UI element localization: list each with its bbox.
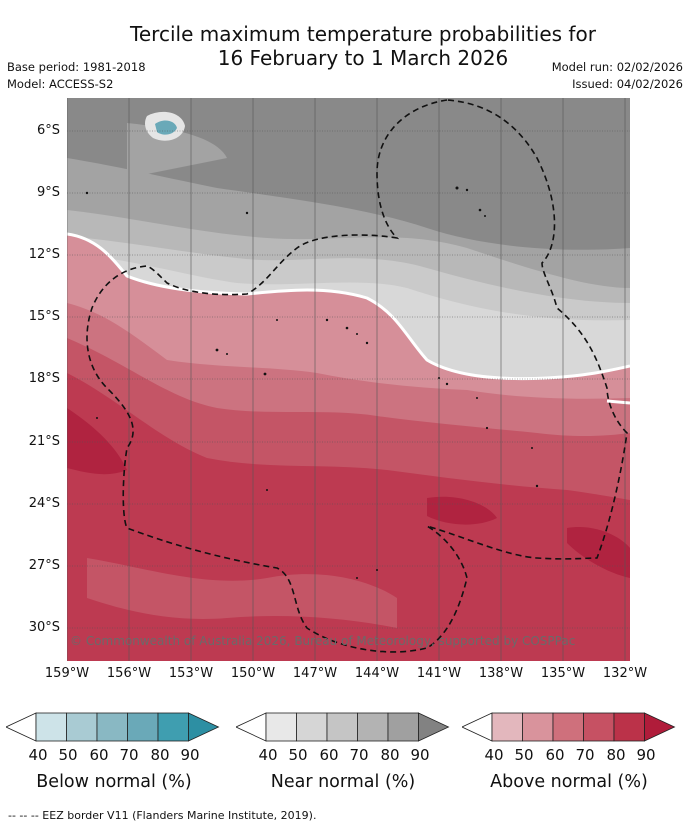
lon-label-144w: 144°W bbox=[354, 666, 400, 681]
lat-label-27s: 27°S bbox=[28, 558, 60, 573]
lon-label-153w: 153°W bbox=[168, 666, 214, 681]
legend-below-colorbar bbox=[6, 712, 220, 742]
tick: 80 bbox=[606, 746, 626, 764]
tick: 90 bbox=[180, 746, 200, 764]
lat-label-18s: 18°S bbox=[28, 371, 60, 386]
colorbar-segment bbox=[265, 712, 297, 742]
colorbar-segment bbox=[552, 712, 584, 742]
tick: 80 bbox=[150, 746, 170, 764]
tick: 50 bbox=[58, 746, 78, 764]
tick: 60 bbox=[89, 746, 109, 764]
base-period: Base period: 1981-2018 bbox=[7, 60, 146, 74]
tick: 40 bbox=[28, 746, 48, 764]
zone-above-80-90-east bbox=[567, 527, 630, 578]
tick: 90 bbox=[410, 746, 430, 764]
colorbar-segment bbox=[491, 712, 523, 742]
colorbar-segment bbox=[357, 712, 389, 742]
colorbar-extend-low bbox=[462, 712, 493, 742]
colorbar-segment bbox=[296, 712, 328, 742]
lat-label-24s: 24°S bbox=[28, 496, 60, 511]
model-name: Model: ACCESS-S2 bbox=[7, 77, 114, 91]
colorbar-extend-high bbox=[418, 712, 450, 742]
lat-label-15s: 15°S bbox=[28, 309, 60, 324]
lon-label-135w: 135°W bbox=[540, 666, 586, 681]
eez-footnote: -- -- -- EEZ border V11 (Flanders Marine… bbox=[8, 809, 317, 822]
model-run: Model run: 02/02/2026 bbox=[551, 60, 683, 74]
tick: 80 bbox=[380, 746, 400, 764]
zone-above-80-90-west bbox=[67, 408, 127, 475]
lat-label-9s: 9°S bbox=[36, 185, 60, 200]
boundary-fragment-east bbox=[606, 399, 630, 405]
lat-label-6s: 6°S bbox=[36, 123, 60, 138]
islands bbox=[85, 186, 539, 579]
issued-date: Issued: 04/02/2026 bbox=[572, 77, 683, 91]
zone-above-80-90-central bbox=[427, 496, 497, 525]
lat-label-30s: 30°S bbox=[28, 620, 60, 635]
tick: 40 bbox=[484, 746, 504, 764]
lon-label-159w: 159°W bbox=[44, 666, 90, 681]
colorbar-segment bbox=[96, 712, 128, 742]
colorbar-segment bbox=[127, 712, 159, 742]
tick: 50 bbox=[288, 746, 308, 764]
colorbar-extend-low bbox=[236, 712, 267, 742]
tick: 40 bbox=[258, 746, 278, 764]
lat-label-12s: 12°S bbox=[28, 247, 60, 262]
tick: 70 bbox=[575, 746, 595, 764]
map-title: Tercile maximum temperature probabilitie… bbox=[0, 22, 690, 70]
colorbar-segment bbox=[522, 712, 554, 742]
lon-label-156w: 156°W bbox=[106, 666, 152, 681]
legend-below-title: Below normal (%) bbox=[36, 772, 192, 792]
eez-border bbox=[86, 99, 628, 653]
legend-above-colorbar bbox=[462, 712, 676, 742]
colorbar-segment bbox=[326, 712, 358, 742]
legend-above-title: Above normal (%) bbox=[490, 772, 648, 792]
meridians bbox=[67, 98, 626, 661]
tick: 60 bbox=[545, 746, 565, 764]
colorbar-extend-high bbox=[188, 712, 220, 742]
tick: 70 bbox=[349, 746, 369, 764]
copyright-notice: © Commonwealth of Australia 2026, Bureau… bbox=[70, 634, 576, 648]
legend-near-colorbar bbox=[236, 712, 450, 742]
lon-label-150w: 150°W bbox=[230, 666, 276, 681]
probability-map bbox=[67, 98, 630, 661]
colorbar-extend-low bbox=[6, 712, 37, 742]
colorbar-segment bbox=[35, 712, 67, 742]
colorbar-segment bbox=[157, 712, 189, 742]
colorbar-extend-high bbox=[644, 712, 676, 742]
meta-left: Base period: 1981-2018 Model: ACCESS-S2 bbox=[7, 59, 146, 93]
title-line-2: 16 February to 1 March 2026 bbox=[217, 46, 509, 70]
tick: 50 bbox=[514, 746, 534, 764]
colorbar-segment bbox=[387, 712, 419, 742]
legend-near-title: Near normal (%) bbox=[270, 772, 416, 792]
colorbar-segment bbox=[613, 712, 645, 742]
lon-label-147w: 147°W bbox=[292, 666, 338, 681]
tick: 60 bbox=[319, 746, 339, 764]
lon-label-138w: 138°W bbox=[478, 666, 524, 681]
lon-label-141w: 141°W bbox=[416, 666, 462, 681]
tick: 70 bbox=[119, 746, 139, 764]
dominant-category-boundary bbox=[67, 232, 630, 381]
lon-label-132w: 132°W bbox=[602, 666, 648, 681]
lat-label-21s: 21°S bbox=[28, 434, 60, 449]
zone-above-60-70-south bbox=[87, 558, 397, 628]
tick: 90 bbox=[636, 746, 656, 764]
title-line-1: Tercile maximum temperature probabilitie… bbox=[130, 22, 596, 46]
meta-right: Model run: 02/02/2026 Issued: 04/02/2026 bbox=[552, 59, 683, 93]
colorbar-segment bbox=[583, 712, 615, 742]
colorbar-segment bbox=[66, 712, 98, 742]
